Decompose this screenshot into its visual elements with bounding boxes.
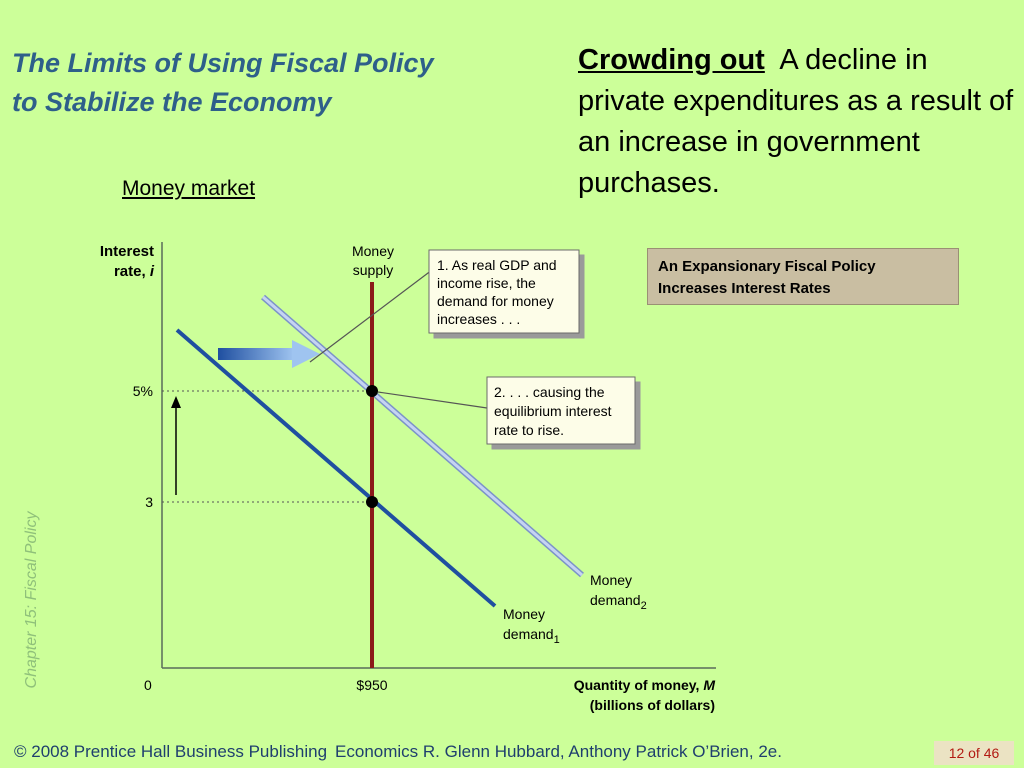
- money-demand-1-label: Money: [503, 606, 545, 622]
- shift-arrow: [218, 340, 320, 368]
- origin-label: 0: [144, 677, 152, 693]
- callout-1-leader: [309, 269, 433, 363]
- y-axis-label-line-2: rate, i: [114, 263, 155, 280]
- footer-book: Economics R. Glenn Hubbard, Anthony Patr…: [335, 742, 782, 761]
- callout-2-line: rate to rise.: [494, 422, 564, 438]
- y-axis-label-line-1: Interest: [100, 243, 154, 260]
- x-tick-label: $950: [356, 677, 387, 693]
- x-axis-symbol: M: [703, 677, 715, 693]
- slide-title: The Limits of Using Fiscal Policy to Stab…: [12, 44, 572, 122]
- money-demand-1-word: demand: [503, 626, 554, 642]
- y-axis-label-text: rate,: [114, 263, 150, 280]
- definition-term: Crowding out: [578, 44, 765, 76]
- callout-2-line: 2. . . . causing the: [494, 384, 605, 400]
- callout-1-line: income rise, the: [437, 275, 536, 291]
- equilibrium-point-high: [366, 385, 378, 397]
- money-demand-2-word: demand: [590, 592, 641, 608]
- callout-2-line: equilibrium interest: [494, 403, 612, 419]
- y-tick-low: 3: [145, 494, 153, 510]
- definition-block: Crowding out A decline in private expend…: [578, 40, 1018, 204]
- money-demand-1-curve: [175, 328, 497, 608]
- money-demand-2-label-line-2: demand2: [590, 592, 647, 612]
- callout-2-leader: [377, 391, 488, 409]
- money-supply-label-line-1: Money: [352, 243, 394, 259]
- x-axis-label-text: Quantity of money,: [574, 677, 704, 693]
- svg-text:2. . . . causing the equ: 2. . . . causing the equilibrium interes…: [494, 384, 615, 438]
- footer: © 2008 Prentice Hall Business Publishing…: [14, 742, 790, 762]
- equilibrium-point-low: [366, 496, 378, 508]
- y-tick-high: 5%: [133, 383, 153, 399]
- x-axis-label-line-2: (billions of dollars): [590, 697, 715, 713]
- callout-1-line: 1. As real GDP and: [437, 257, 557, 273]
- svg-text:1. As real GDP and incom: 1. As real GDP and income rise, the dema…: [437, 257, 560, 327]
- callout-1-line: demand for money: [437, 293, 554, 309]
- callout-2: 2. . . . causing the equilibrium interes…: [486, 376, 636, 445]
- panel-label: Money market: [122, 177, 256, 200]
- callout-1-line: increases . . .: [437, 311, 520, 327]
- caption-box: An Expansionary Fiscal Policy Increases …: [647, 248, 959, 305]
- definition-text: A decline in private expenditures as a r…: [578, 44, 1014, 199]
- money-supply-label-line-2: supply: [353, 262, 393, 278]
- x-axis-label-line-1: Quantity of money, M: [574, 677, 716, 693]
- slide-title-line-2: to Stabilize the Economy: [12, 87, 332, 117]
- money-demand-2-label: Money: [590, 572, 632, 588]
- footer-copyright: © 2008 Prentice Hall Business Publishing: [14, 742, 328, 761]
- rate-rise-arrow: [171, 396, 181, 495]
- money-demand-1-label-line-2: demand1: [503, 626, 560, 646]
- money-demand-1-subscript: 1: [554, 634, 560, 646]
- callout-1: 1. As real GDP and income rise, the dema…: [428, 249, 580, 334]
- slide-title-line-1: The Limits of Using Fiscal Policy: [12, 48, 434, 78]
- money-demand-2-curve-highlight: [262, 295, 583, 577]
- page-indicator[interactable]: 12 of 46: [934, 741, 1014, 765]
- y-axis-symbol: i: [150, 263, 155, 280]
- money-demand-2-subscript: 2: [641, 600, 647, 612]
